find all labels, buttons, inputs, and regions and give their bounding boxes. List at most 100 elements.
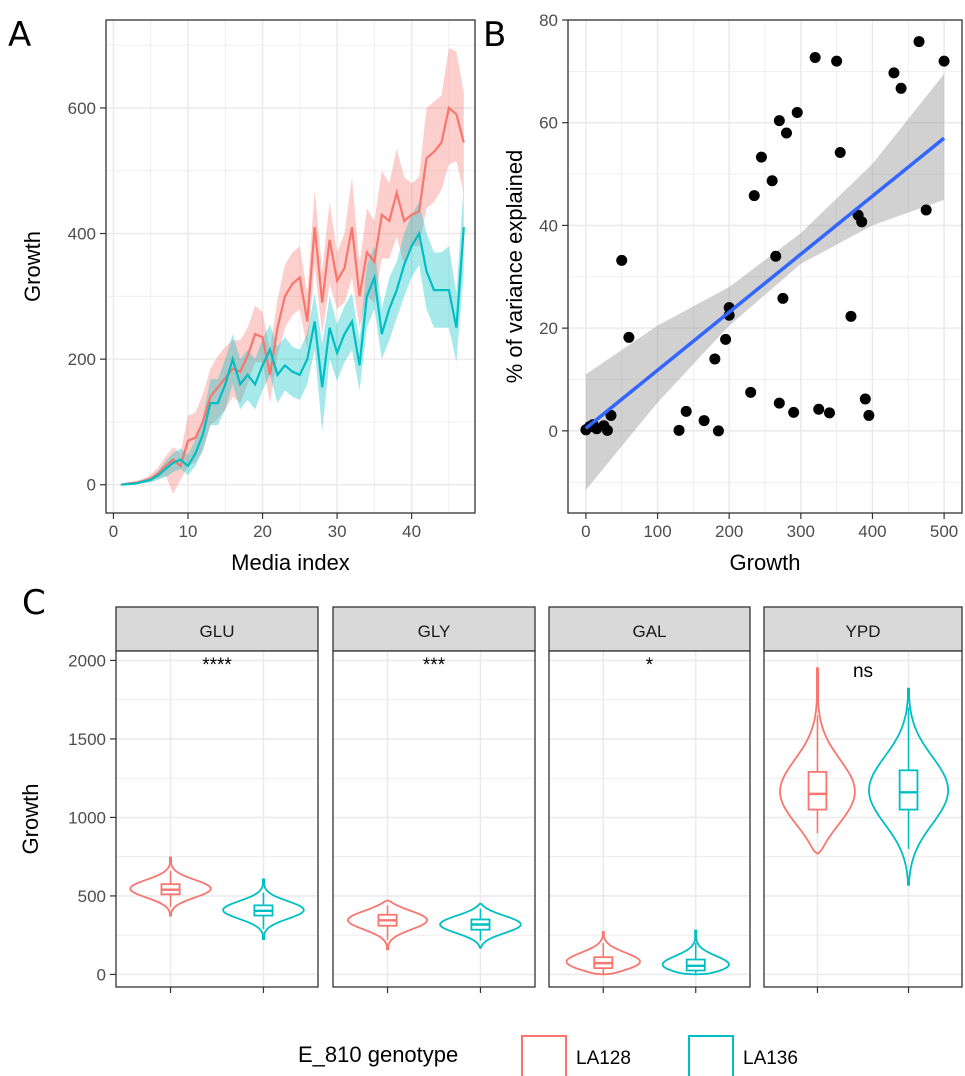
- data-point: [920, 204, 932, 216]
- violin-la136: [661, 929, 730, 976]
- significance-label: ns: [853, 661, 873, 682]
- y-axis-title: Growth: [18, 784, 43, 855]
- legend-title: E_810 genotype: [298, 1042, 458, 1067]
- violin-la128: [346, 899, 429, 951]
- significance-label: ***: [423, 655, 446, 676]
- data-point: [623, 331, 635, 343]
- data-point: [813, 403, 825, 415]
- data-point: [856, 216, 868, 228]
- legend-key-la128: [521, 1035, 567, 1076]
- facet-strip-label: GLU: [200, 622, 235, 641]
- data-point: [616, 254, 628, 266]
- data-point: [605, 409, 617, 421]
- data-point: [712, 425, 724, 437]
- y-tick-label: 0: [97, 965, 106, 984]
- data-point: [938, 55, 950, 67]
- data-point: [745, 386, 757, 398]
- y-tick-label: 80: [539, 11, 558, 30]
- panel-label-c: C: [22, 583, 46, 623]
- y-tick-label: 0: [87, 476, 96, 495]
- significance-label: ****: [202, 655, 232, 676]
- x-tick-label: 0: [109, 522, 118, 541]
- data-point: [770, 250, 782, 262]
- data-point: [791, 106, 803, 118]
- panel-c-violin-plots: GLU **** 0 500 1000 1500 2000 GLY *** GAL * YPD ns Gr…: [18, 606, 963, 993]
- y-axis-title: % of variance explained: [502, 150, 527, 384]
- plot-border: [567, 19, 963, 514]
- box-la136: [898, 769, 919, 811]
- data-point: [809, 51, 821, 63]
- data-point: [601, 424, 613, 436]
- legend-label-la136: LA136: [743, 1048, 798, 1069]
- x-tick-label: 500: [930, 522, 958, 541]
- x-tick-label: 100: [643, 522, 671, 541]
- x-tick-label: 40: [402, 522, 421, 541]
- data-point: [673, 424, 685, 436]
- violin-la136: [868, 687, 950, 886]
- data-point: [831, 55, 843, 67]
- plot-border: [115, 650, 319, 988]
- violin-la136: [222, 878, 305, 940]
- data-point: [780, 127, 792, 139]
- x-tick-label: 200: [715, 522, 743, 541]
- panel-b-variance-scatter-plot: 0 100 200 300 400 500 0 20 40 60 80 Growth % of vari…: [502, 11, 963, 575]
- y-tick-label: 20: [539, 319, 558, 338]
- facet-strip-label: GAL: [632, 622, 666, 641]
- data-point: [863, 409, 875, 421]
- plot-background: [106, 20, 475, 513]
- y-tick-label: 200: [68, 350, 96, 369]
- data-point: [755, 151, 767, 163]
- data-point: [698, 415, 710, 427]
- data-point: [895, 82, 907, 94]
- x-tick-label: 300: [787, 522, 815, 541]
- y-tick-label: 600: [68, 99, 96, 118]
- data-point: [823, 407, 835, 419]
- facet-strip: [332, 606, 536, 652]
- series-line-la136: [120, 227, 465, 486]
- data-point: [680, 405, 692, 417]
- x-tick-label: 20: [253, 522, 272, 541]
- panel-label-b: B: [483, 15, 506, 55]
- plot-border: [105, 19, 476, 514]
- plot-background: [764, 651, 962, 987]
- data-point: [773, 397, 785, 409]
- y-axis-title: Growth: [20, 231, 45, 302]
- plot-border: [763, 650, 963, 988]
- data-point: [888, 67, 900, 79]
- facet-strip-label: GLY: [418, 622, 451, 641]
- panel-label-a: A: [8, 15, 31, 55]
- data-point: [720, 333, 732, 345]
- plot-border: [332, 650, 536, 988]
- plot-background: [549, 651, 750, 987]
- facet-ypd: YPD ns: [763, 606, 963, 993]
- y-tick-label: 60: [539, 114, 558, 133]
- y-tick-label: 1000: [68, 808, 106, 827]
- data-point: [709, 353, 721, 365]
- violin-la128: [129, 856, 212, 917]
- y-tick-label: 40: [539, 216, 558, 235]
- data-point: [748, 190, 760, 202]
- legend: E_810 genotype LA128 LA136: [298, 1035, 798, 1076]
- x-tick-label: 30: [328, 522, 347, 541]
- x-tick-label: 10: [179, 522, 198, 541]
- box-la128: [807, 770, 828, 811]
- data-point: [913, 36, 925, 48]
- y-tick-label: 1500: [68, 730, 106, 749]
- data-point: [845, 310, 857, 322]
- facet-glu: GLU ****: [115, 606, 319, 993]
- x-tick-label: 0: [581, 522, 590, 541]
- facet-strip: [763, 606, 963, 652]
- series-line-la128: [120, 105, 465, 486]
- facet-strip: [115, 606, 319, 652]
- legend-key-la136: [688, 1035, 734, 1076]
- facet-strip-label: YPD: [846, 622, 881, 641]
- significance-label: *: [646, 655, 654, 676]
- violin-la128: [565, 931, 641, 976]
- data-point: [773, 115, 785, 127]
- plot-border: [548, 650, 751, 988]
- legend-label-la128: LA128: [576, 1048, 631, 1069]
- facet-strip: [548, 606, 751, 652]
- plot-background: [333, 651, 535, 987]
